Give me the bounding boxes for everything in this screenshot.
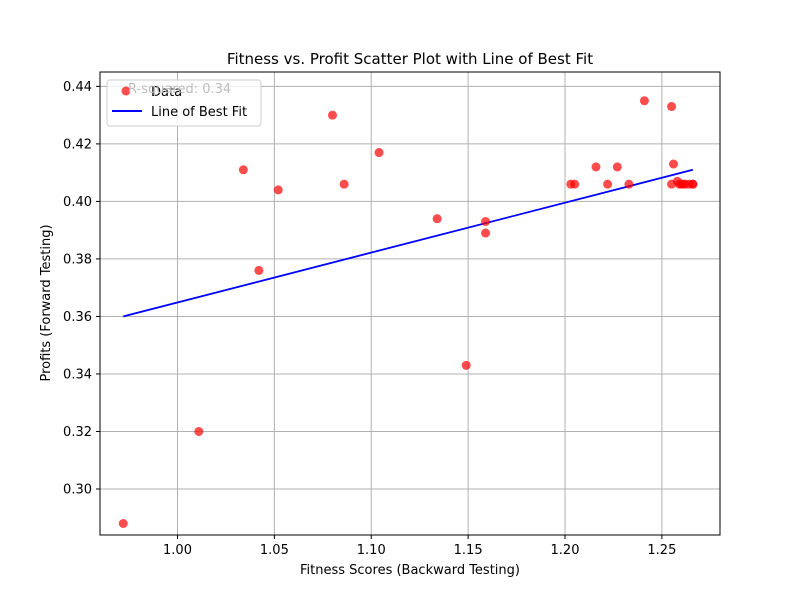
data-point <box>432 214 442 224</box>
x-tick-label: 1.00 <box>163 543 192 558</box>
y-axis-label: Profits (Forward Testing) <box>39 224 54 381</box>
legend-label-line: Line of Best Fit <box>151 105 247 120</box>
data-point <box>639 96 649 106</box>
y-tick-label: 0.36 <box>63 310 92 325</box>
data-point <box>254 265 264 275</box>
y-tick-label: 0.42 <box>63 137 92 152</box>
data-points <box>118 96 698 528</box>
legend-box <box>106 79 262 127</box>
x-tick-label: 1.20 <box>551 543 580 558</box>
data-point <box>238 165 248 175</box>
data-point <box>624 179 634 189</box>
legend-data-marker <box>121 86 131 96</box>
data-point <box>481 217 491 227</box>
x-tick-label: 1.15 <box>454 543 483 558</box>
data-point <box>570 179 580 189</box>
data-point <box>194 426 204 436</box>
data-point <box>612 162 622 172</box>
y-axis-ticks: 0.30 0.32 0.34 0.36 0.38 0.40 0.42 0.44 <box>63 80 100 497</box>
data-point <box>669 159 678 169</box>
data-point <box>328 110 337 120</box>
plot-area-frame <box>99 71 721 536</box>
y-tick-label: 0.44 <box>63 80 92 95</box>
x-axis-ticks: 1.00 1.05 1.10 1.15 1.20 1.25 <box>163 535 676 558</box>
r-squared-annotation: R-squared: 0.34 <box>128 82 231 97</box>
x-tick-label: 1.05 <box>260 543 289 558</box>
data-point <box>603 179 613 189</box>
data-point <box>273 185 283 195</box>
data-point <box>591 162 601 172</box>
data-point <box>339 179 349 189</box>
y-tick-label: 0.32 <box>63 425 92 440</box>
data-point <box>481 228 491 238</box>
grid-lines <box>100 72 720 535</box>
y-tick-label: 0.38 <box>63 252 92 267</box>
best-fit-line-layer <box>123 168 694 318</box>
x-tick-label: 1.10 <box>357 543 386 558</box>
legend-label-data: Data <box>151 85 182 100</box>
x-tick-label: 1.25 <box>647 543 676 558</box>
data-point <box>118 518 128 528</box>
data-point <box>667 102 677 112</box>
best-fit-line <box>123 168 694 318</box>
data-point <box>461 360 471 370</box>
legend: Data Line of Best Fit <box>106 79 262 127</box>
x-axis-label: Fitness Scores (Backward Testing) <box>300 563 520 578</box>
data-point <box>374 148 384 158</box>
chart-title: Fitness vs. Profit Scatter Plot with Lin… <box>227 50 593 68</box>
y-tick-label: 0.40 <box>63 195 92 210</box>
data-point <box>688 179 698 189</box>
y-tick-label: 0.30 <box>63 482 92 497</box>
y-tick-label: 0.34 <box>63 367 92 382</box>
